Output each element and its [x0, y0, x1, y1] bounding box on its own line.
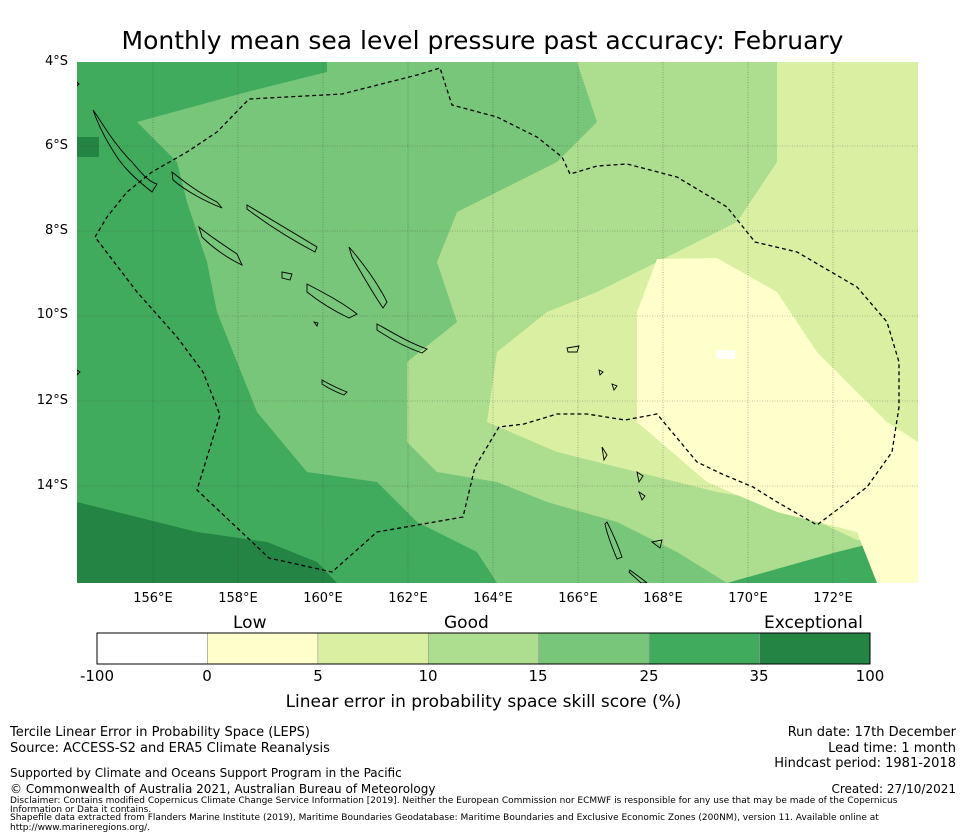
- region-exceptional-sw: [77, 502, 337, 583]
- colorbar-tick: 35: [749, 667, 769, 685]
- eez-boundaries: [94, 67, 900, 573]
- colorbar-bin: [538, 632, 650, 665]
- skill-regions: [77, 62, 918, 583]
- disclaimer: Disclaimer: Contains modified Copernicus…: [10, 796, 898, 806]
- footer-source: Source: ACCESS-S2 and ERA5 Climate Reana…: [10, 741, 330, 756]
- lon-label: 156°E: [133, 591, 173, 606]
- created-date: Created: 27/10/2021: [831, 782, 956, 796]
- skill-score-map: [77, 62, 918, 583]
- lat-label: 10°S: [36, 307, 68, 322]
- footer-support: Supported by Climate and Oceans Support …: [10, 766, 402, 780]
- colorbar-tick: 10: [418, 667, 438, 685]
- lon-label: 170°E: [728, 591, 768, 606]
- lon-label: 160°E: [303, 591, 343, 606]
- category-exceptional: Exceptional: [764, 613, 863, 633]
- colorbar-bin: [759, 632, 871, 665]
- disclaimer-cont: Information or Data it contains.: [10, 805, 152, 815]
- colorbar-tick: -100: [79, 667, 115, 685]
- lon-label: 166°E: [558, 591, 598, 606]
- colorbar-tick: 15: [528, 667, 548, 685]
- colorbar-tick: 5: [313, 667, 323, 685]
- graticule: [77, 62, 918, 583]
- lat-label: 8°S: [44, 223, 68, 238]
- colorbar-bin: [427, 632, 540, 665]
- colorbar-tick: 100: [855, 667, 885, 685]
- lat-label: 6°S: [44, 138, 68, 153]
- shapefile-url: http://www.marineregions.org/.: [10, 823, 151, 833]
- footer-copyright: © Commonwealth of Australia 2021, Austra…: [10, 782, 436, 796]
- lead-time: Lead time: 1 month: [828, 741, 956, 756]
- lon-label: 168°E: [643, 591, 683, 606]
- category-low: Low: [233, 613, 267, 633]
- colorbar-bin: [648, 632, 760, 665]
- coastlines: [77, 81, 663, 583]
- colorbar-tick: 25: [639, 667, 659, 685]
- colorbar-tick: 0: [202, 667, 212, 685]
- run-date: Run date: 17th December: [787, 725, 956, 740]
- lon-label: 172°E: [813, 591, 853, 606]
- hindcast-period: Hindcast period: 1981-2018: [774, 756, 956, 771]
- chart-title: Monthly mean sea level pressure past acc…: [121, 26, 844, 55]
- colorbar-bin: [317, 632, 429, 665]
- lat-label: 12°S: [36, 393, 68, 408]
- footer-method: Tercile Linear Error in Probability Spac…: [10, 725, 310, 740]
- lat-label: 14°S: [36, 478, 68, 493]
- colorbar-frame: [96, 632, 871, 665]
- region-exceptional-nw: [77, 137, 99, 157]
- lon-label: 164°E: [473, 591, 513, 606]
- lon-label: 158°E: [218, 591, 258, 606]
- shapefile-credit: Shapefile data extracted from Flanders M…: [10, 813, 879, 823]
- colorbar-label: Linear error in probability space skill …: [285, 692, 682, 712]
- lat-label: 4°S: [44, 54, 68, 69]
- colorbar-bin: [207, 632, 319, 665]
- region-none: [717, 350, 735, 359]
- colorbar: [96, 632, 871, 665]
- lon-label: 162°E: [388, 591, 428, 606]
- colorbar-bin: [96, 632, 208, 665]
- category-good: Good: [444, 613, 489, 633]
